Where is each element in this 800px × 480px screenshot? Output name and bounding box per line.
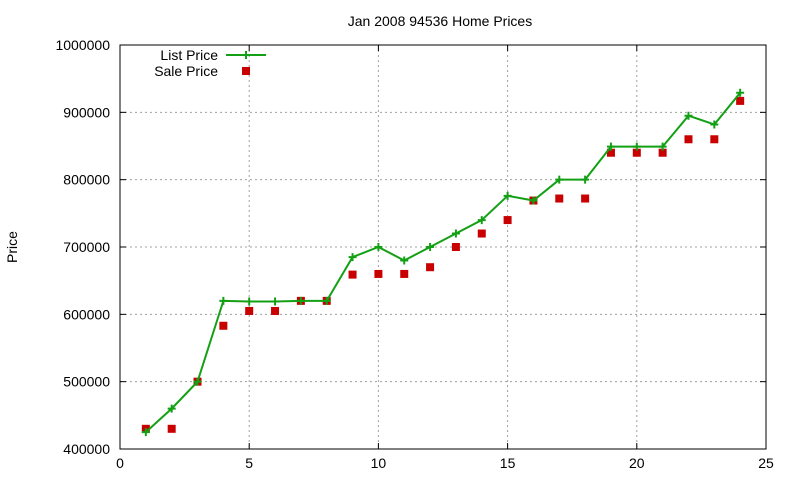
axis-ticks — [119, 44, 767, 450]
sale-price-point — [555, 194, 564, 203]
list-price-marker — [271, 297, 280, 306]
x-tick-label: 0 — [116, 455, 124, 471]
list-price-marker — [555, 175, 564, 184]
list-price-marker — [477, 216, 486, 225]
legend-swatch-sale-price — [242, 67, 250, 75]
chart-title: Jan 2008 94536 Home Prices — [348, 13, 532, 29]
sale-price-point — [245, 306, 254, 315]
list-price-marker — [503, 191, 512, 200]
sale-price-point — [477, 229, 486, 238]
legend-label-sale-price: Sale Price — [154, 63, 218, 79]
sale-price-point — [503, 216, 512, 225]
x-tick-label: 15 — [500, 455, 516, 471]
y-tick-label: 900000 — [63, 104, 110, 120]
x-tick-label: 25 — [758, 455, 774, 471]
list-price-marker — [322, 296, 331, 305]
list-price-marker — [710, 120, 719, 129]
list-price-marker — [736, 88, 745, 97]
list-price-marker — [374, 243, 383, 251]
list-price-marker — [658, 142, 667, 151]
list-price-marker — [606, 142, 615, 151]
sale-price-point — [219, 321, 228, 330]
y-tick-label: 1000000 — [55, 37, 110, 53]
x-tick-label: 5 — [245, 455, 253, 471]
x-tick-label: 10 — [371, 455, 387, 471]
list-price-marker — [167, 404, 176, 413]
y-axis-label: Price — [4, 231, 20, 263]
sale-price-point — [400, 269, 409, 278]
series-sale-price — [141, 96, 745, 433]
sale-price-point — [348, 270, 357, 279]
sale-price-point — [451, 243, 460, 251]
list-price-marker — [296, 296, 305, 305]
list-price-marker — [400, 256, 409, 265]
list-price-marker — [684, 111, 693, 120]
y-tick-label: 400000 — [63, 441, 110, 457]
series-layer — [141, 88, 745, 437]
sale-price-point — [710, 135, 719, 144]
list-price-marker — [219, 296, 228, 305]
legend: List Price Sale Price — [154, 47, 266, 79]
list-price-marker — [426, 243, 435, 251]
list-price-marker — [348, 253, 357, 262]
list-price-marker — [529, 196, 538, 205]
list-price-marker — [245, 297, 254, 306]
list-price-marker — [451, 229, 460, 238]
sale-price-point — [658, 148, 667, 157]
list-price-marker — [581, 175, 590, 184]
list-price-marker — [141, 428, 150, 437]
y-tick-label: 600000 — [63, 306, 110, 322]
y-tick-label: 700000 — [63, 239, 110, 255]
series-list-price — [141, 88, 745, 437]
legend-label-list-price: List Price — [160, 47, 218, 63]
x-tick-label: 20 — [629, 455, 645, 471]
sale-price-point — [606, 148, 615, 157]
list-price-line — [145, 92, 741, 433]
sale-price-point — [684, 135, 693, 144]
sale-price-point — [374, 269, 383, 278]
legend-swatches — [226, 51, 266, 75]
list-price-marker — [193, 377, 202, 386]
sale-price-point — [271, 306, 280, 315]
sale-price-point — [632, 148, 641, 157]
sale-price-point — [167, 424, 176, 433]
tick-labels: 0 5 10 15 20 25 400000 500000 600000 700000 800000… — [55, 37, 774, 471]
sale-price-point — [581, 194, 590, 203]
y-tick-label: 800000 — [63, 172, 110, 188]
legend-marker-list-price — [242, 51, 250, 59]
sale-price-point — [736, 96, 745, 105]
list-price-marker — [632, 142, 641, 151]
grid — [120, 45, 766, 449]
y-tick-label: 500000 — [63, 374, 110, 390]
sale-price-point — [426, 263, 435, 272]
